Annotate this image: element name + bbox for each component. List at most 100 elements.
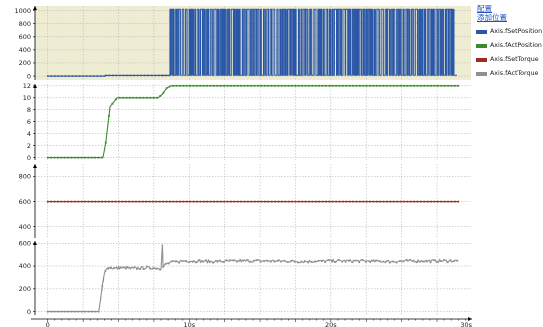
series-marker [456, 259, 459, 262]
series-marker [181, 260, 184, 263]
series-marker [112, 74, 114, 77]
series-marker [439, 260, 442, 262]
series-marker [270, 200, 273, 203]
x-tick-label: 30s [460, 321, 472, 327]
y-axis-arrow [33, 6, 37, 10]
series-marker [249, 260, 252, 263]
series-marker [257, 200, 259, 203]
series-marker [294, 200, 297, 203]
series-marker [269, 260, 272, 263]
series-marker [230, 200, 232, 203]
series-marker [118, 200, 120, 203]
series-marker [257, 84, 259, 87]
series-marker [118, 96, 121, 99]
series-marker [199, 84, 202, 87]
series-marker [284, 84, 287, 87]
series-marker [77, 156, 80, 159]
series-marker [369, 200, 371, 203]
legend-item[interactable]: Axis.fActPosition [474, 40, 543, 54]
series-marker [239, 259, 242, 261]
series-marker [175, 200, 178, 203]
series-marker [107, 267, 110, 270]
series-marker [198, 259, 201, 262]
series-marker [321, 84, 324, 87]
series-marker [67, 310, 70, 313]
series-marker [156, 96, 158, 99]
series-marker [290, 259, 293, 262]
series-marker [233, 84, 236, 87]
series-marker [382, 200, 385, 203]
series-marker [67, 156, 69, 159]
series-marker [422, 260, 425, 263]
series-marker [179, 84, 181, 87]
legend-item[interactable]: Axis.fSetPosition [474, 26, 543, 40]
x-tick-label: 0 [46, 321, 50, 327]
series-marker [436, 260, 439, 263]
series-marker [284, 200, 287, 203]
series-marker [216, 84, 219, 87]
series-marker [212, 84, 215, 87]
series-marker [164, 263, 167, 265]
plot-background [35, 241, 471, 315]
legend-item[interactable]: Axis.fActTorque [474, 68, 543, 82]
series-marker [331, 84, 334, 87]
scope-chart-area[interactable]: 0 200 400 600 800 1000 0 2 4 6 8 10 12 400 600 800 0 200 4… [0, 0, 474, 327]
y-tick-label: 200 [19, 285, 31, 293]
x-axis-arrow [468, 317, 472, 321]
series-marker [300, 260, 303, 263]
series-marker [185, 84, 188, 87]
series-marker [213, 200, 215, 203]
series-marker [246, 259, 248, 262]
series-marker [56, 156, 59, 159]
legend-swatch [476, 72, 487, 76]
series-marker [196, 84, 198, 87]
config-link[interactable]: 配置 [477, 4, 492, 13]
series-marker [206, 200, 209, 203]
series-marker [50, 156, 53, 159]
series-marker [168, 200, 171, 203]
series-marker [263, 84, 266, 87]
series-marker [399, 200, 402, 203]
series-marker [108, 114, 110, 117]
series-marker [60, 200, 63, 203]
series-marker [84, 310, 87, 313]
series-marker [162, 200, 164, 203]
plot-panel[interactable]: 0 200 400 600 [19, 239, 471, 316]
plot-panel[interactable]: 0 200 400 600 800 1000 [14, 6, 471, 80]
series-marker [63, 310, 66, 313]
plot-panel[interactable]: 400 600 800 [19, 164, 471, 238]
series-marker [147, 74, 150, 77]
series-marker [443, 200, 446, 203]
series-marker [420, 84, 422, 87]
plot-panel[interactable]: 0 2 4 6 8 10 12 [23, 82, 471, 162]
series-marker [78, 75, 81, 77]
series-marker [152, 96, 155, 99]
series-marker [71, 75, 74, 77]
series-marker [89, 75, 92, 77]
series-marker [325, 200, 327, 203]
series-marker [348, 200, 351, 203]
series-line [169, 8, 455, 76]
series-marker [375, 200, 378, 203]
add-chart-link[interactable]: 添加位置 [477, 13, 507, 22]
series-marker [388, 261, 391, 264]
series-marker [457, 200, 460, 203]
legend-item[interactable]: Axis.fSetTorque [474, 54, 543, 68]
series-marker [252, 259, 255, 262]
series-marker [87, 310, 90, 313]
series-marker [277, 84, 280, 87]
series-marker [344, 260, 347, 263]
series-marker [82, 75, 84, 77]
series-marker [92, 75, 95, 77]
legend-swatch [476, 30, 487, 34]
series-marker [219, 84, 222, 87]
series-marker [274, 84, 276, 87]
y-tick-label: 12 [23, 82, 31, 90]
series-marker [256, 259, 259, 261]
series-marker [331, 200, 334, 203]
y-tick-label: 200 [19, 59, 31, 67]
y-tick-label: 0 [27, 72, 31, 80]
series-marker [46, 156, 49, 159]
series-marker [97, 156, 100, 159]
series-marker [84, 200, 86, 203]
